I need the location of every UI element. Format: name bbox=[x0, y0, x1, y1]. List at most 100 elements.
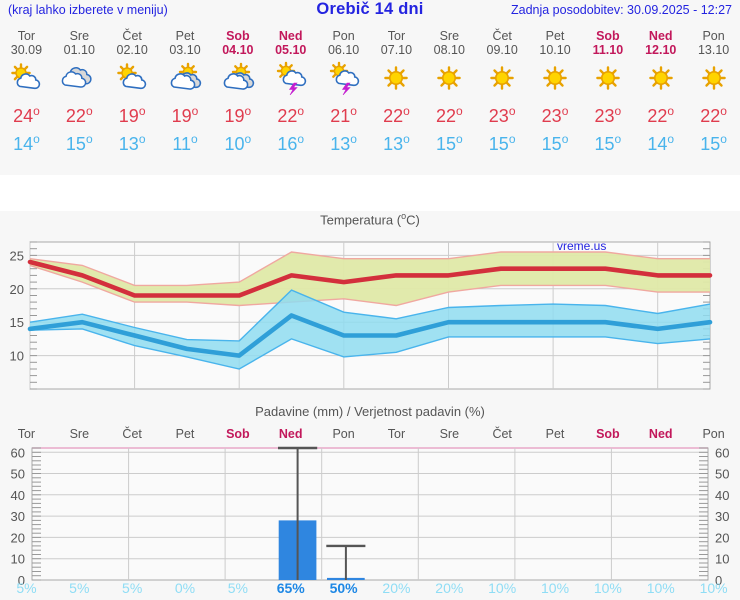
sunny-icon bbox=[427, 61, 471, 95]
day-date: 30.09 bbox=[10, 43, 43, 57]
forecast-day-column[interactable]: Čet 02.10 19o 13o bbox=[106, 22, 159, 175]
max-temp-value: 22 bbox=[435, 106, 456, 126]
temperature-chart-panel: Temperatura (oC) 10 15 20 25 bbox=[0, 211, 740, 400]
forecast-day-column[interactable]: Pon 13.10 22o 15o bbox=[687, 22, 740, 175]
day-date: 10.10 bbox=[539, 43, 571, 57]
min-temperature: 11o bbox=[172, 129, 197, 155]
day-name: Sre bbox=[439, 29, 460, 43]
min-temperature: 15o bbox=[700, 129, 727, 155]
svg-text:20: 20 bbox=[715, 530, 729, 545]
max-temperature: 23o bbox=[489, 101, 516, 127]
forecast-day-column[interactable]: Sob 04.10 19o 10o bbox=[211, 22, 264, 175]
daily-forecast-band: Tor 30.09 24o 14o Sre 01.10 22o 15o Čet 02.10 19o 1… bbox=[0, 22, 740, 175]
max-temp-value: 19 bbox=[118, 106, 139, 126]
svg-text:25: 25 bbox=[10, 248, 24, 263]
thunderstorm-sun-icon bbox=[269, 61, 313, 95]
sunny-icon bbox=[533, 61, 577, 95]
min-temp-value: 14 bbox=[647, 134, 668, 154]
max-temp-value: 22 bbox=[700, 106, 721, 126]
precipitation-chart-panel: Padavine (mm) / Verjetnost padavin (%) T… bbox=[0, 400, 740, 600]
precipitation-probability-row: 5% 5% 5% 0% 5% 65% 50% 20% 20% 10% 10% 10% 10% 10% bbox=[0, 580, 740, 600]
max-temp-value: 22 bbox=[277, 106, 298, 126]
max-temp-value: 23 bbox=[541, 106, 562, 126]
precipitation-day-label: Ned bbox=[648, 427, 673, 441]
location-menu-note[interactable]: (kraj lahko izberete v meniju) bbox=[8, 3, 168, 17]
degree-sign: o bbox=[191, 104, 199, 118]
degree-sign: o bbox=[191, 132, 198, 146]
forecast-day-column[interactable]: Pet 10.10 23o 15o bbox=[529, 22, 582, 175]
precipitation-day-label: Sob bbox=[596, 427, 620, 441]
max-temp-value: 23 bbox=[488, 106, 509, 126]
degree-sign: o bbox=[33, 104, 40, 118]
precipitation-day-label: Pon bbox=[332, 427, 355, 441]
day-name: Pet bbox=[175, 29, 195, 43]
day-date: 07.10 bbox=[380, 43, 413, 57]
forecast-day-column[interactable]: Tor 30.09 24o 14o bbox=[0, 22, 53, 175]
min-temperature: 15o bbox=[436, 129, 463, 155]
svg-text:20: 20 bbox=[11, 530, 25, 545]
day-name: Sob bbox=[226, 29, 250, 43]
max-temp-value: 23 bbox=[594, 106, 615, 126]
daily-forecast-grid: Tor 30.09 24o 14o Sre 01.10 22o 15o Čet 02.10 19o 1… bbox=[0, 22, 740, 175]
degree-sign: o bbox=[508, 104, 516, 118]
precipitation-probability-value: 10% bbox=[488, 580, 517, 596]
day-date: 08.10 bbox=[433, 43, 465, 57]
degree-sign: o bbox=[561, 132, 569, 146]
max-temp-value: 22 bbox=[383, 106, 404, 126]
svg-text:50: 50 bbox=[11, 467, 25, 482]
min-temp-value: 11 bbox=[172, 134, 191, 154]
day-date: 02.10 bbox=[116, 43, 148, 57]
precipitation-day-label: Pon bbox=[702, 427, 725, 441]
min-temp-value: 13 bbox=[118, 134, 139, 154]
temperature-chart-svg: 10 15 20 25 bbox=[10, 241, 713, 390]
cloud-sun-icon bbox=[216, 61, 260, 95]
section-divider bbox=[0, 175, 740, 211]
temperature-chart-title-text: Temperatura ( bbox=[320, 212, 402, 228]
day-date: 04.10 bbox=[222, 43, 254, 57]
precipitation-day-label: Čet bbox=[122, 427, 142, 441]
temperature-chart-title: Temperatura (oC) bbox=[0, 211, 740, 227]
day-date: 13.10 bbox=[697, 43, 730, 57]
forecast-day-column[interactable]: Ned 05.10 22o 16o bbox=[264, 22, 317, 175]
celsius-unit: C) bbox=[406, 212, 420, 228]
forecast-day-column[interactable]: Sre 08.10 22o 15o bbox=[423, 22, 476, 175]
degree-sign: o bbox=[614, 132, 622, 146]
degree-sign: o bbox=[33, 132, 40, 146]
forecast-day-column[interactable]: Čet 09.10 23o 15o bbox=[476, 22, 529, 175]
svg-text:50: 50 bbox=[715, 467, 729, 482]
day-name: Tor bbox=[17, 29, 36, 43]
max-temperature: 19o bbox=[225, 101, 252, 127]
cloud-sun-icon bbox=[163, 61, 207, 95]
degree-sign: o bbox=[614, 104, 622, 118]
precipitation-probability-value: 20% bbox=[382, 580, 411, 596]
min-temp-value: 13 bbox=[383, 134, 404, 154]
degree-sign: o bbox=[720, 104, 727, 118]
precipitation-probability-value: 10% bbox=[646, 580, 675, 596]
forecast-day-column[interactable]: Sre 01.10 22o 15o bbox=[53, 22, 106, 175]
degree-sign: o bbox=[297, 104, 305, 118]
forecast-day-column[interactable]: Ned 12.10 22o 14o bbox=[634, 22, 687, 175]
max-temperature: 23o bbox=[595, 101, 622, 127]
max-temperature: 22o bbox=[66, 101, 93, 127]
min-temperature: 10o bbox=[225, 129, 252, 155]
precipitation-probability-value: 10% bbox=[699, 580, 728, 596]
precipitation-probability-value: 10% bbox=[593, 580, 622, 596]
svg-text:10: 10 bbox=[715, 552, 729, 567]
forecast-day-column[interactable]: Sob 11.10 23o 15o bbox=[581, 22, 634, 175]
degree-sign: o bbox=[350, 104, 357, 118]
sunny-icon bbox=[374, 61, 418, 95]
day-name: Pon bbox=[332, 29, 355, 43]
page-title: Orebič 14 dni bbox=[316, 0, 424, 18]
min-temp-value: 14 bbox=[13, 134, 34, 154]
day-date: 06.10 bbox=[327, 43, 360, 57]
forecast-day-column[interactable]: Pon 06.10 21o 13o bbox=[317, 22, 370, 175]
precipitation-day-label: Sob bbox=[226, 427, 250, 441]
svg-text:30: 30 bbox=[715, 509, 729, 524]
day-name: Tor bbox=[387, 29, 406, 43]
forecast-day-column[interactable]: Tor 07.10 22o 13o bbox=[370, 22, 423, 175]
precipitation-day-label: Sre bbox=[69, 427, 90, 441]
forecast-day-column[interactable]: Pet 03.10 19o 11o bbox=[159, 22, 212, 175]
site-watermark: vreme.us bbox=[557, 239, 607, 253]
svg-text:30: 30 bbox=[11, 509, 25, 524]
degree-sign: o bbox=[720, 132, 727, 146]
